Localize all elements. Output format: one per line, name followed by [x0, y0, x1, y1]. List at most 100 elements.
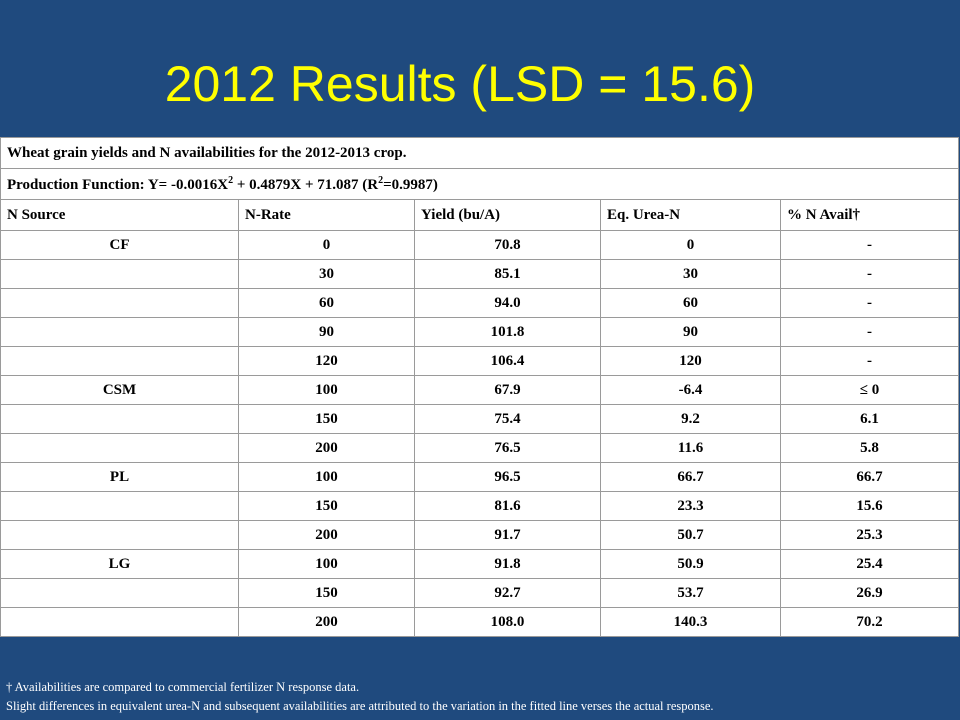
cell: 200 [238, 607, 415, 637]
cell: 6.1 [779, 404, 960, 434]
data-row: 200 76.5 11.6 5.8 [0, 433, 960, 463]
function-part: Production Function: Y= -0.0016X [7, 176, 229, 193]
empty-cell [0, 491, 239, 521]
slide-title: 2012 Results (LSD = 15.6) [164, 56, 756, 112]
data-row: LG 100 91.8 50.9 25.4 [0, 549, 960, 579]
data-row: 120 106.4 120- [0, 346, 960, 376]
cell: 66.7 [779, 462, 960, 492]
cell: - [779, 259, 960, 289]
cell: 120 [600, 346, 781, 376]
cell: 67.9 [414, 375, 601, 405]
cell: 150 [238, 578, 415, 608]
cell: - [779, 317, 960, 347]
empty-cell [0, 433, 239, 463]
header-row: N Source N-Rate Yield (bu/A) Eq. Urea-N% N … [0, 199, 960, 231]
cell: 53.7 [600, 578, 781, 608]
cell: 150 [238, 491, 415, 521]
cell: 100 [238, 375, 415, 405]
cell: 94.0 [414, 288, 601, 318]
cell: ≤ 0 [779, 375, 960, 405]
production-function: Production Function: Y= -0.0016X2 + 0.48… [0, 168, 960, 200]
data-row: CF 0 70.8 0- [0, 230, 960, 260]
function-part: 2 [378, 174, 384, 186]
cell: 81.6 [414, 491, 601, 521]
empty-cell [0, 288, 239, 318]
data-row: 90 101.8 90- [0, 317, 960, 347]
cell: 9.2 [600, 404, 781, 434]
cell: 96.5 [414, 462, 601, 492]
cell: 140.3 [600, 607, 781, 637]
column-header: Yield (bu/A) [414, 199, 601, 231]
cell: 200 [238, 433, 415, 463]
cell: 90 [600, 317, 781, 347]
cell: 90 [238, 317, 415, 347]
n-source: CF [0, 230, 239, 260]
cell: 70.2 [779, 607, 960, 637]
results-table: Wheat grain yields and N availabilities … [0, 137, 960, 637]
cell: - [779, 288, 960, 318]
data-row: 200 91.7 50.7 25.3 [0, 520, 960, 550]
cell: 11.6 [600, 433, 781, 463]
n-source: LG [0, 549, 239, 579]
data-row: 60 94.0 60- [0, 288, 960, 318]
cell: 23.3 [600, 491, 781, 521]
cell: 100 [238, 462, 415, 492]
cell: 100 [238, 549, 415, 579]
column-header: N-Rate [238, 199, 415, 231]
cell: 101.8 [414, 317, 601, 347]
cell: 15.6 [779, 491, 960, 521]
cell: 30 [600, 259, 781, 289]
cell: 85.1 [414, 259, 601, 289]
cell: 200 [238, 520, 415, 550]
footnotes: † Availabilities are compared to commerc… [6, 678, 714, 716]
cell: -6.4 [600, 375, 781, 405]
data-row: PL 100 96.5 66.7 66.7 [0, 462, 960, 492]
function-part: =0.9987) [383, 176, 438, 193]
empty-cell [0, 520, 239, 550]
table-caption: Wheat grain yields and N availabilities … [0, 137, 960, 169]
cell: 26.9 [779, 578, 960, 608]
cell: 0 [600, 230, 781, 260]
footnote: Slight differences in equivalent urea-N … [6, 699, 714, 713]
empty-cell [0, 607, 239, 637]
cell: 106.4 [414, 346, 601, 376]
data-row: 30 85.1 30- [0, 259, 960, 289]
cell: 66.7 [600, 462, 781, 492]
cell: 50.7 [600, 520, 781, 550]
empty-cell [0, 259, 239, 289]
n-source: CSM [0, 375, 239, 405]
n-source: PL [0, 462, 239, 492]
column-header: % N Avail† [779, 199, 960, 231]
cell: 91.7 [414, 520, 601, 550]
cell: 108.0 [414, 607, 601, 637]
caption-row: Wheat grain yields and N availabilities … [0, 137, 960, 169]
empty-cell [0, 317, 239, 347]
cell: 25.3 [779, 520, 960, 550]
column-header: Eq. Urea-N [600, 199, 781, 231]
cell: 60 [238, 288, 415, 318]
cell: 25.4 [779, 549, 960, 579]
cell: 75.4 [414, 404, 601, 434]
cell: 70.8 [414, 230, 601, 260]
data-row: CSM 100 67.9 -6.4 ≤ 0 [0, 375, 960, 405]
data-row: 150 81.6 23.3 15.6 [0, 491, 960, 521]
footnote: † Availabilities are compared to commerc… [6, 680, 360, 694]
cell: 0 [238, 230, 415, 260]
empty-cell [0, 404, 239, 434]
function-row: Production Function: Y= -0.0016X2 + 0.48… [0, 168, 960, 200]
cell: 120 [238, 346, 415, 376]
cell: 30 [238, 259, 415, 289]
empty-cell [0, 346, 239, 376]
column-header: N Source [0, 199, 239, 231]
cell: 150 [238, 404, 415, 434]
data-row: 200 108.0 140.3 70.2 [0, 607, 960, 637]
function-part: 2 [228, 174, 234, 186]
empty-cell [0, 578, 239, 608]
data-row: 150 92.7 53.7 26.9 [0, 578, 960, 608]
function-part: + 0.4879X + 71.087 (R [233, 176, 379, 193]
cell: 5.8 [779, 433, 960, 463]
cell: 60 [600, 288, 781, 318]
cell: - [779, 346, 960, 376]
cell: 76.5 [414, 433, 601, 463]
